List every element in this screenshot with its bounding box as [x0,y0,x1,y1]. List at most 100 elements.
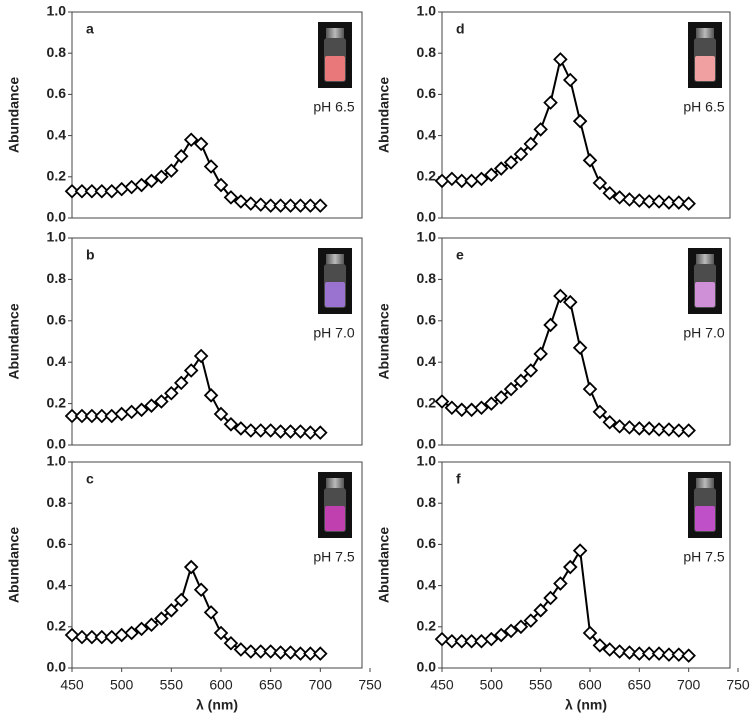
data-point [434,394,450,409]
y-tick-label: 0.6 [417,535,437,551]
x-tick-label: 500 [110,677,134,693]
data-point [293,646,308,661]
y-tick-label: 0.8 [417,44,437,60]
data-point [671,647,687,662]
x-axis-label: λ (nm) [196,697,238,713]
data-point [641,421,657,436]
data-point [223,636,239,651]
panel-label: d [456,21,465,37]
data-point [582,153,598,168]
plot-frame [71,461,363,669]
data-point [223,417,239,432]
y-axis-label: Abundance [6,77,22,153]
data-point [484,631,499,647]
data-point [484,396,499,411]
data-point [263,644,278,659]
data-point [233,642,249,657]
y-tick-label: 0.8 [47,44,67,60]
panel-label: b [86,247,95,263]
data-point [602,642,618,657]
data-point [454,402,470,418]
data-point [513,373,529,389]
data-point [283,198,298,213]
data-point [233,194,249,209]
data-point [213,406,229,422]
data-point [303,425,318,440]
y-tick-label: 0.0 [417,209,437,225]
data-point [622,420,637,435]
data-point [144,173,159,189]
data-point [553,288,568,304]
data-point [641,194,657,209]
data-point [134,402,149,418]
data-point [84,408,100,424]
vial-liquid [325,506,345,531]
x-tick-label: 600 [209,677,233,693]
data-point [454,633,470,649]
data-point [651,194,667,209]
data-point [124,179,139,195]
data-point [263,198,278,213]
data-point [173,375,189,391]
data-point [283,645,298,660]
data-point [183,559,199,575]
data-point [651,422,667,437]
data-point [562,294,578,310]
data-point [562,559,578,575]
plot-frame [441,237,731,446]
y-tick-label: 0.0 [47,209,67,225]
data-point [273,424,288,439]
y-tick-label: 1.0 [47,453,67,469]
x-tick-label: 450 [60,677,84,693]
data-point [173,592,189,608]
x-tick-label: 600 [578,677,602,693]
data-point [263,423,278,438]
data-point [154,169,169,185]
data-point [523,613,539,628]
y-tick-label: 0.2 [47,168,67,184]
data-point [74,183,90,199]
ph-annotation: pH 6.5 [313,99,354,115]
x-tick-label: 700 [677,677,701,693]
data-point [444,400,460,416]
vial-cap [696,478,714,488]
data-point [503,623,519,639]
data-point [94,629,110,645]
data-point [154,611,169,626]
data-point [444,171,460,187]
y-tick-label: 0.0 [47,659,67,675]
data-point [503,381,519,397]
data-point [533,346,548,362]
data-point [681,423,696,438]
data-point [124,404,139,420]
data-point [94,183,110,199]
data-point [124,625,139,641]
data-point [203,388,219,403]
data-point [523,363,539,378]
y-tick-label: 0.8 [47,270,67,286]
data-point [533,122,548,137]
data-point [183,132,199,147]
y-tick-label: 0.4 [47,126,67,142]
data-point [661,195,677,210]
data-point [572,113,588,129]
vial-liquid [695,282,715,307]
data-point [104,183,120,199]
vial-liquid [695,506,715,531]
data-point [474,171,489,187]
x-tick-label: 650 [628,677,652,693]
vial-cap [326,28,344,38]
data-point [681,196,696,211]
x-tick-label: 550 [529,677,553,693]
data-point [632,421,647,436]
x-tick-label: 650 [259,677,283,693]
data-point [273,645,288,660]
plot-frame [71,237,363,446]
data-point [253,644,269,659]
data-point [651,646,667,661]
panel-label: f [456,471,461,487]
data-point [612,190,627,205]
data-point [183,363,199,378]
data-point [513,619,529,635]
x-tick-label: 450 [430,677,454,693]
